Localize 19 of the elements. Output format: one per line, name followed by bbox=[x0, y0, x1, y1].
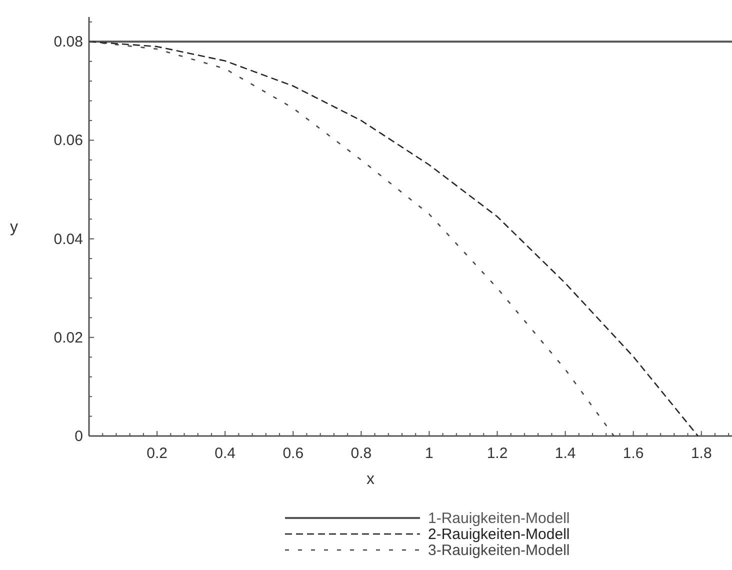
text: 3-Rauigkeiten-Modell bbox=[428, 542, 570, 559]
x-tick-label: 1.4 bbox=[554, 445, 576, 462]
x-tick-label: 0.8 bbox=[350, 445, 372, 462]
y-tick-label: 0.06 bbox=[54, 132, 83, 150]
y-tick-label: 0.08 bbox=[54, 34, 83, 51]
text: 2-Rauigkeiten-Modell bbox=[428, 526, 570, 543]
x-tick-label: 0.2 bbox=[146, 445, 168, 462]
text: 1-Rauigkeiten-Modell bbox=[428, 510, 570, 527]
x-tick-label: 0.6 bbox=[282, 445, 304, 462]
x-tick-label: 0.4 bbox=[214, 445, 236, 462]
x-tick-label: 1.6 bbox=[622, 445, 644, 462]
y-tick-label: 0 bbox=[74, 428, 83, 445]
x-axis-title: x bbox=[366, 471, 374, 488]
y-tick-label: 0.04 bbox=[54, 230, 83, 248]
x-tick-label: 1.8 bbox=[690, 445, 712, 462]
y-axis-title: y bbox=[10, 219, 18, 236]
x-tick-label: 1.2 bbox=[486, 445, 508, 462]
y-tick-label: 0.02 bbox=[54, 329, 83, 346]
x-tick-label: 1 bbox=[425, 445, 434, 462]
